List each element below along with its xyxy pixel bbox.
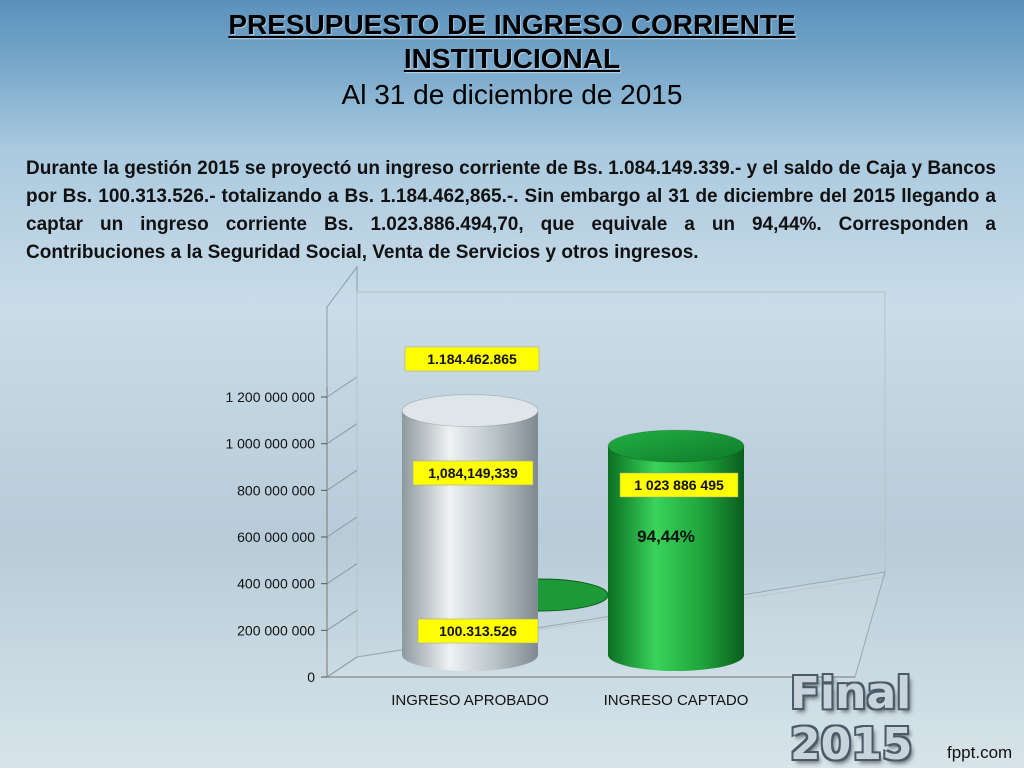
y-tick-label: 200 000 000 bbox=[237, 622, 315, 638]
label-percent: 94,44% bbox=[637, 527, 695, 546]
footer-brand: fppt.com bbox=[947, 743, 1013, 762]
bar-ingreso-captado-top bbox=[607, 429, 745, 463]
label-aprobado-main-text: 1,084,149,339 bbox=[428, 465, 518, 481]
bar-ingreso-aprobado-top bbox=[401, 394, 539, 428]
label-aprobado-caja-text: 100.313.526 bbox=[439, 623, 517, 639]
label-total: 1.184.462.865 bbox=[404, 346, 540, 372]
bar-ingreso-captado-body bbox=[608, 446, 744, 671]
label-total-text: 1.184.462.865 bbox=[427, 351, 517, 367]
x-category-label: INGRESO CAPTADO bbox=[604, 692, 749, 709]
slide-subtitle: Al 31 de diciembre de 2015 bbox=[341, 79, 683, 110]
slide-header: PRESUPUESTO DE INGRESO CORRIENTE INSTITU… bbox=[0, 8, 1024, 112]
x-category-label: INGRESO APROBADO bbox=[391, 692, 549, 709]
label-captado-main-text: 1 023 886 495 bbox=[634, 477, 724, 493]
chart-axes: 0 200 000 000 400 000 000 600 000 000 800 00… bbox=[225, 265, 886, 709]
gridline bbox=[326, 469, 358, 491]
gridline bbox=[326, 423, 358, 445]
y-tick-label: 1 000 000 000 bbox=[225, 436, 315, 452]
final-2015-watermark: Final 2015 bbox=[790, 668, 913, 770]
gridline bbox=[326, 609, 358, 631]
y-tick-label: 0 bbox=[307, 669, 315, 685]
label-captado-main: 1 023 886 495 bbox=[619, 472, 739, 498]
bar-ingreso-captado bbox=[607, 429, 745, 671]
side-wall bbox=[326, 265, 358, 678]
chart-labels: 1.184.462.865 1,084,149,339 100.313.526 1 0… bbox=[404, 346, 739, 644]
gridline bbox=[326, 376, 358, 398]
summary-paragraph: Durante la gestión 2015 se proyectó un i… bbox=[26, 158, 996, 263]
gridline bbox=[326, 516, 358, 538]
label-aprobado-main-box bbox=[412, 460, 534, 486]
y-tick-label: 1 200 000 000 bbox=[225, 389, 315, 405]
gridline bbox=[326, 563, 358, 585]
label-total-box bbox=[404, 346, 540, 372]
y-tick-label: 400 000 000 bbox=[237, 576, 315, 592]
label-aprobado-main: 1,084,149,339 bbox=[412, 460, 534, 486]
y-tick-label: 600 000 000 bbox=[237, 529, 315, 545]
y-tick-label: 800 000 000 bbox=[237, 482, 315, 498]
label-aprobado-caja: 100.313.526 bbox=[417, 618, 539, 644]
slide-title: PRESUPUESTO DE INGRESO CORRIENTE INSTITU… bbox=[228, 9, 796, 74]
label-aprobado-caja-box bbox=[417, 618, 539, 644]
label-captado-main-box bbox=[619, 472, 739, 498]
gridline bbox=[326, 656, 358, 678]
